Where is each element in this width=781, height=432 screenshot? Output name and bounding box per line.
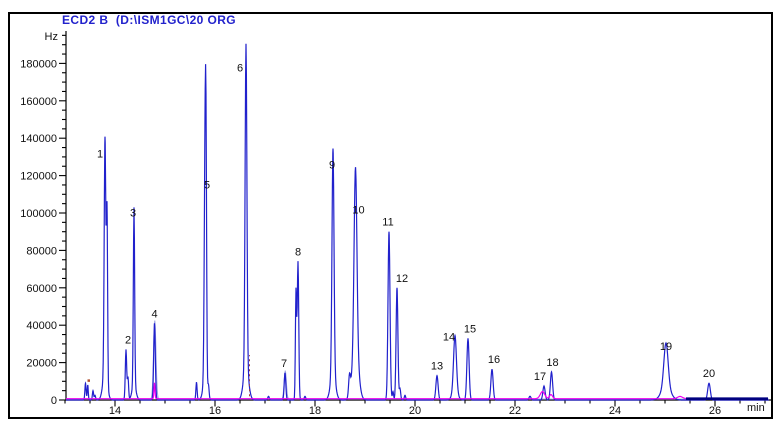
x-tick-label: 22 [509,405,521,417]
y-tick-label: 40000 [26,320,57,332]
reference-trace [66,382,687,400]
y-tick-label: 80000 [26,245,57,257]
x-tick-label: 20 [409,405,421,417]
y-tick-label: 180000 [20,58,57,70]
x-tick-label: 18 [309,405,321,417]
peak-label: 6 [237,62,243,74]
x-tick-label: 14 [109,405,121,417]
x-tick-label: 16 [209,405,221,417]
y-tick-label: 100000 [20,208,57,220]
peak-label: 2 [125,335,131,347]
peak-label: 15 [464,323,476,335]
y-tick-label: 60000 [26,283,57,295]
x-tick-label: 24 [609,405,621,417]
peak-label: 3 [130,207,136,219]
peak-label: 9 [329,160,335,172]
signal-trace [66,43,769,401]
peak-label: 1 [97,148,103,160]
peak-label: 19 [660,341,672,353]
peak-label: 13 [431,361,443,373]
peak-label: 5 [204,179,210,191]
peak-label: 12 [396,273,408,285]
x-axis-ticks: 14 16 18 20 22 24 26 [64,400,766,417]
y-tick-label: 140000 [20,133,57,145]
peak-label: 16 [488,354,500,366]
overlay-trace [66,320,769,400]
peak-label: 20 [703,368,715,380]
y-axis-unit-label: Hz [44,31,58,43]
y-tick-label: 0 [51,395,57,407]
y-tick-label: 20000 [26,358,57,370]
x-tick-label: 26 [709,405,721,417]
peak-label: 18 [546,357,558,369]
y-tick-label: 160000 [20,96,57,108]
peak-label: 14 [443,332,455,344]
peak-label: 7 [281,358,287,370]
y-axis-ticks: 0 20000 40000 60000 80000 100000 120000 140000 1… [20,34,66,407]
peak-label: 11 [382,217,393,229]
chromatogram-title: ECD2 B (D:\ISM1GC\20 ORG [62,13,237,27]
peak-label: 8 [295,247,301,259]
x-axis-unit-label: min [747,402,765,414]
peak-label: 10 [352,205,364,217]
integration-mark [87,379,90,382]
peak-label: 4 [151,308,157,320]
y-tick-label: 120000 [20,171,57,183]
peak-label: 17 [534,371,546,383]
